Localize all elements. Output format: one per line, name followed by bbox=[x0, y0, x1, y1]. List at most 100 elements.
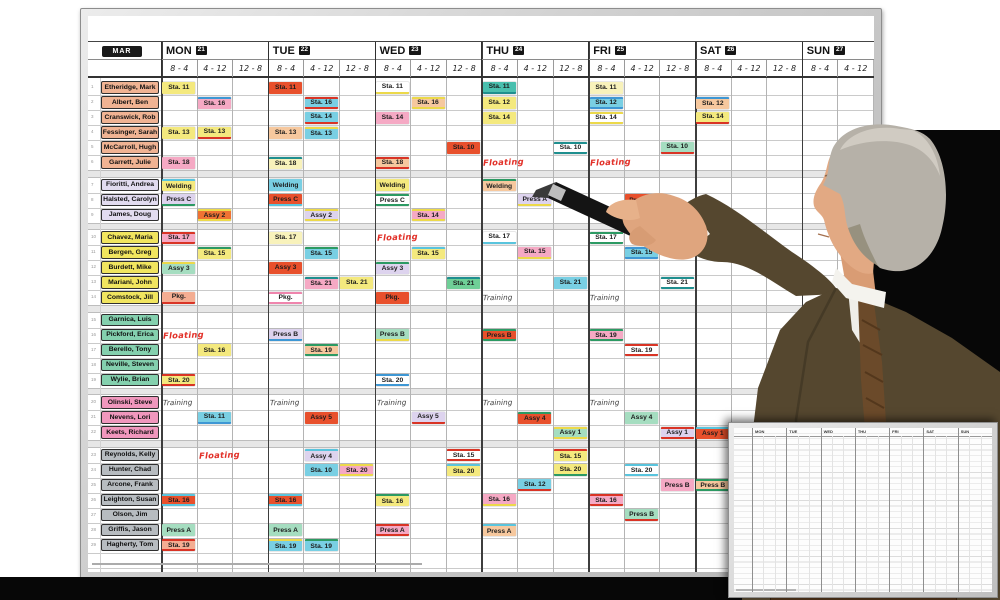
employee-name-tag[interactable]: Garrett, Julie bbox=[101, 156, 159, 169]
schedule-magnet[interactable]: Sta. 20 bbox=[162, 374, 196, 386]
employee-name-tag[interactable]: Neville, Steven bbox=[101, 358, 159, 371]
schedule-magnet[interactable]: Sta. 19 bbox=[589, 329, 623, 341]
schedule-magnet[interactable]: Sta. 10 bbox=[447, 141, 481, 154]
schedule-magnet[interactable]: Pkg. bbox=[375, 291, 409, 304]
schedule-magnet[interactable]: Sta. 12 bbox=[589, 96, 623, 109]
schedule-magnet[interactable]: Press B bbox=[482, 329, 516, 341]
schedule-magnet[interactable]: Press B bbox=[696, 479, 730, 491]
schedule-magnet[interactable]: Sta. 14 bbox=[589, 111, 623, 124]
schedule-magnet[interactable]: Sta. 11 bbox=[269, 81, 303, 94]
schedule-magnet[interactable]: Sta. 13 bbox=[197, 126, 231, 139]
schedule-magnet[interactable]: Press C bbox=[269, 194, 303, 206]
schedule-magnet[interactable]: Sta. 15 bbox=[197, 246, 231, 259]
schedule-magnet[interactable]: Sta. 20 bbox=[625, 464, 659, 476]
employee-name-tag[interactable]: Leighton, Susan bbox=[101, 493, 159, 506]
employee-name-tag[interactable]: Comstock, Jill bbox=[101, 291, 159, 304]
employee-name-tag[interactable]: Olson, Jim bbox=[101, 508, 159, 521]
date-badge[interactable]: 27 bbox=[834, 46, 846, 55]
schedule-magnet[interactable]: Sta. 13 bbox=[304, 126, 338, 139]
date-badge[interactable]: 23 bbox=[409, 46, 421, 55]
date-badge[interactable]: 26 bbox=[725, 46, 737, 55]
schedule-magnet[interactable]: Sta. 11 bbox=[197, 411, 231, 424]
schedule-magnet[interactable]: Assy 2 bbox=[625, 209, 659, 221]
schedule-magnet[interactable]: Sta. 21 bbox=[447, 276, 481, 289]
employee-name-tag[interactable]: Garnica, Luis bbox=[101, 313, 159, 326]
employee-name-tag[interactable]: Berello, Tony bbox=[101, 343, 159, 356]
schedule-magnet[interactable]: Press B bbox=[269, 329, 303, 341]
schedule-magnet[interactable]: Sta. 11 bbox=[482, 81, 516, 94]
schedule-magnet[interactable]: Assy 3 bbox=[375, 261, 409, 274]
schedule-magnet[interactable]: Sta. 13 bbox=[162, 126, 196, 139]
employee-name-tag[interactable]: Arcone, Frank bbox=[101, 478, 159, 491]
schedule-magnet[interactable]: Press A bbox=[518, 194, 552, 206]
employee-name-tag[interactable]: Fessinger, Sarah bbox=[101, 126, 159, 139]
schedule-magnet[interactable]: Sta. 19 bbox=[162, 539, 196, 551]
schedule-magnet[interactable]: Welding bbox=[482, 179, 516, 191]
employee-name-tag[interactable]: Etheridge, Mark bbox=[101, 81, 159, 94]
schedule-magnet[interactable]: Sta. 14 bbox=[411, 209, 445, 221]
schedule-magnet[interactable]: Sta. 16 bbox=[197, 344, 231, 356]
schedule-magnet[interactable]: Sta. 16 bbox=[482, 494, 516, 506]
schedule-magnet[interactable]: Sta. 17 bbox=[269, 231, 303, 244]
schedule-magnet[interactable]: Press B bbox=[375, 329, 409, 341]
schedule-magnet[interactable]: Welding bbox=[375, 179, 409, 191]
schedule-magnet[interactable]: Sta. 19 bbox=[304, 539, 338, 551]
schedule-magnet[interactable]: Sta. 15 bbox=[731, 246, 765, 259]
schedule-magnet[interactable]: Sta. 18 bbox=[269, 156, 303, 169]
schedule-magnet[interactable]: Assy 3 bbox=[162, 261, 196, 274]
schedule-magnet[interactable]: Sta. 11 bbox=[375, 81, 409, 94]
schedule-magnet[interactable]: Sta. 17 bbox=[589, 231, 623, 244]
schedule-magnet[interactable]: Sta. 21 bbox=[553, 276, 587, 289]
schedule-magnet[interactable]: Sta. 19 bbox=[269, 539, 303, 551]
schedule-magnet[interactable]: Assy 2 bbox=[197, 209, 231, 221]
employee-name-tag[interactable]: Hagherty, Tom bbox=[101, 538, 159, 551]
schedule-magnet[interactable]: 20 bbox=[696, 209, 730, 221]
schedule-magnet[interactable]: Assy 5 bbox=[411, 411, 445, 424]
schedule-magnet[interactable]: Press B bbox=[625, 509, 659, 521]
schedule-magnet[interactable]: Press A bbox=[625, 194, 659, 206]
schedule-magnet[interactable]: Sta. 16 bbox=[162, 494, 196, 506]
schedule-magnet[interactable]: Assy 5 bbox=[304, 411, 338, 424]
schedule-magnet[interactable]: Assy 1 bbox=[660, 426, 694, 439]
date-badge[interactable]: 22 bbox=[298, 46, 311, 55]
schedule-magnet[interactable]: Sta. 14 bbox=[375, 111, 409, 124]
schedule-magnet[interactable]: Sta. 16 bbox=[589, 494, 623, 506]
schedule-magnet[interactable]: Press A bbox=[375, 524, 409, 536]
employee-name-tag[interactable]: James, Doug bbox=[101, 208, 159, 221]
schedule-magnet[interactable]: Sta. 16 bbox=[411, 96, 445, 109]
date-badge[interactable]: 25 bbox=[614, 46, 627, 55]
schedule-magnet[interactable]: Sta. 19 bbox=[304, 344, 338, 356]
schedule-magnet[interactable]: Sta. 17 bbox=[162, 231, 196, 244]
schedule-magnet[interactable]: Assy 4 bbox=[304, 449, 338, 461]
schedule-magnet[interactable]: Press C bbox=[375, 194, 409, 206]
employee-name-tag[interactable]: Cranswick, Rob bbox=[101, 111, 159, 124]
schedule-magnet[interactable]: Press A bbox=[482, 524, 516, 536]
employee-name-tag[interactable]: Nevens, Lori bbox=[101, 411, 159, 424]
schedule-magnet[interactable]: Sta. 20 bbox=[340, 464, 374, 476]
employee-name-tag[interactable]: Keets, Richard bbox=[101, 426, 159, 439]
employee-name-tag[interactable]: Griffis, Jason bbox=[101, 523, 159, 536]
schedule-magnet[interactable]: Sta. 18 bbox=[162, 156, 196, 169]
schedule-magnet[interactable]: Sta. 11 bbox=[162, 81, 196, 94]
schedule-magnet[interactable]: Sta. 15 bbox=[553, 449, 587, 461]
schedule-magnet[interactable]: Sta. 16 bbox=[304, 96, 338, 109]
employee-name-tag[interactable]: McCarroll, Hugh bbox=[101, 141, 159, 154]
schedule-magnet[interactable]: Press C bbox=[162, 194, 196, 206]
schedule-magnet[interactable]: Sta. 21 bbox=[304, 276, 338, 289]
schedule-magnet[interactable]: Pkg. bbox=[162, 291, 196, 304]
schedule-magnet[interactable]: Sta. 15 bbox=[304, 246, 338, 259]
schedule-magnet[interactable]: Sta. 15 bbox=[411, 246, 445, 259]
schedule-magnet[interactable]: Sta. 10 bbox=[304, 464, 338, 476]
schedule-magnet[interactable]: Assy 4 bbox=[625, 411, 659, 424]
schedule-magnet[interactable]: Sta. 10 bbox=[553, 141, 587, 154]
employee-name-tag[interactable]: Chavez, Maria bbox=[101, 231, 159, 244]
schedule-magnet[interactable]: Sta. 20 bbox=[447, 464, 481, 476]
schedule-magnet[interactable]: Press A bbox=[269, 524, 303, 536]
employee-name-tag[interactable]: Burdett, Mike bbox=[101, 261, 159, 274]
schedule-magnet[interactable]: Sta. 13 bbox=[269, 126, 303, 139]
schedule-magnet[interactable]: Sta. 21 bbox=[660, 276, 694, 289]
schedule-magnet[interactable]: Pkg. bbox=[269, 291, 303, 304]
employee-name-tag[interactable]: Bergen, Greg bbox=[101, 246, 159, 259]
employee-name-tag[interactable]: Reynolds, Kelly bbox=[101, 448, 159, 461]
schedule-magnet[interactable]: Assy 4 bbox=[518, 411, 552, 424]
